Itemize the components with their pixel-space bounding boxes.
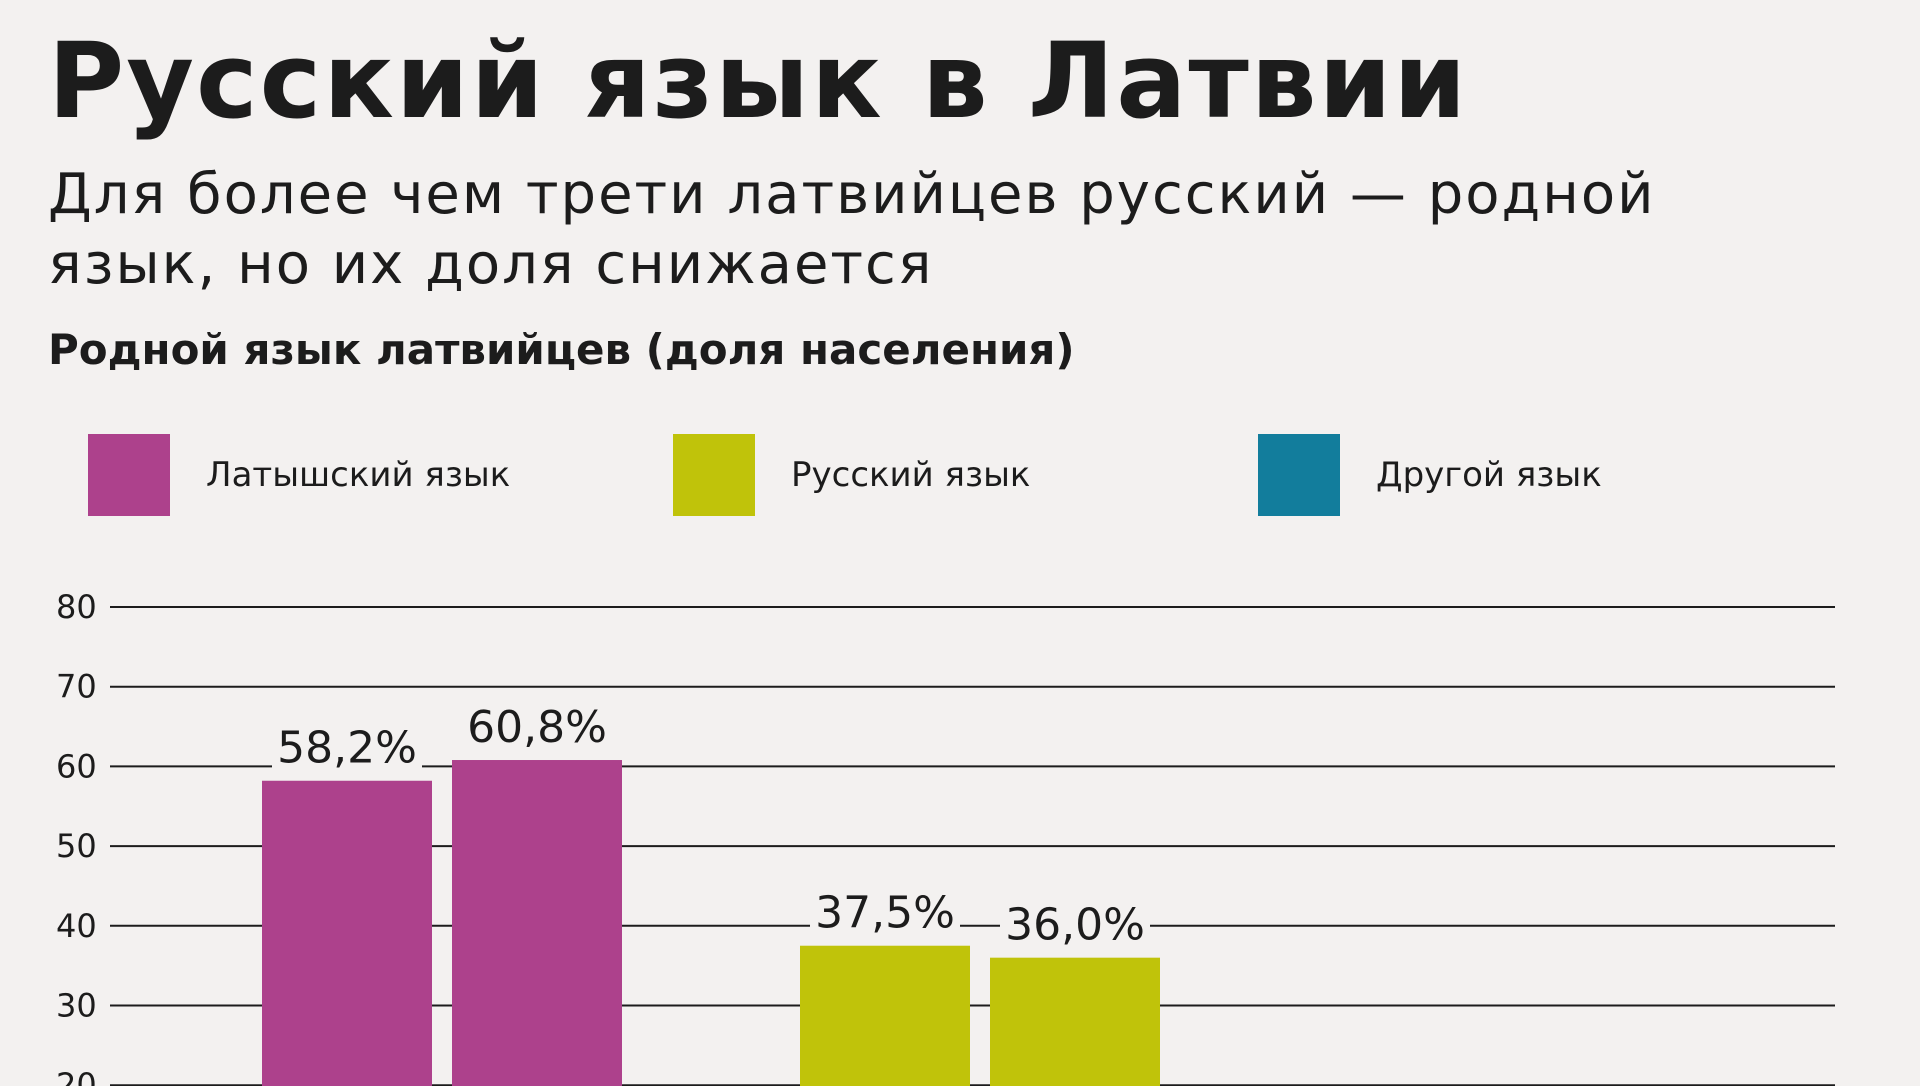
chart-heading: Родной язык латвийцев (доля населения): [48, 325, 1075, 374]
bar-latvian-2: [452, 760, 622, 1086]
y-tick-label-60: 60: [56, 747, 97, 785]
legend-item-other: Другой язык: [1258, 434, 1602, 516]
legend-label-other: Другой язык: [1376, 455, 1602, 495]
data-label-plate-0-0: [272, 722, 422, 775]
y-tick-label-50: 50: [56, 827, 97, 865]
legend-swatch-other: [1258, 434, 1340, 516]
bar-russian-2: [990, 957, 1160, 1086]
legend-swatch-latvian: [88, 434, 170, 516]
data-label-latvian-1: 58,2%: [277, 723, 417, 774]
data-label-plate-0-1: [462, 702, 612, 755]
y-tick-label-80: 80: [56, 588, 97, 626]
legend-label-latvian: Латышский язык: [206, 455, 511, 495]
bar-latvian-1: [262, 780, 432, 1086]
data-label-plate-1-1: [1000, 899, 1150, 952]
legend-label-russian: Русский язык: [791, 455, 1031, 495]
legend-item-russian: Русский язык: [673, 434, 1030, 516]
legend-swatch-russian: [673, 434, 755, 516]
data-label-plate-1-0: [810, 887, 960, 940]
page-subtitle: Для более чем трети латвийцев русский — …: [48, 162, 1656, 297]
y-tick-label-40: 40: [56, 907, 97, 945]
y-tick-label-30: 30: [56, 987, 97, 1025]
y-tick-label-70: 70: [56, 668, 97, 706]
page-title: Русский язык в Латвии: [48, 20, 1469, 142]
bar-russian-1: [800, 945, 970, 1086]
data-label-russian-2: 36,0%: [1005, 900, 1145, 951]
y-tick-label-20: 20: [56, 1066, 97, 1086]
data-label-russian-1: 37,5%: [815, 888, 955, 939]
data-label-latvian-2: 60,8%: [467, 702, 607, 753]
legend-item-latvian: Латышский язык: [88, 434, 510, 516]
